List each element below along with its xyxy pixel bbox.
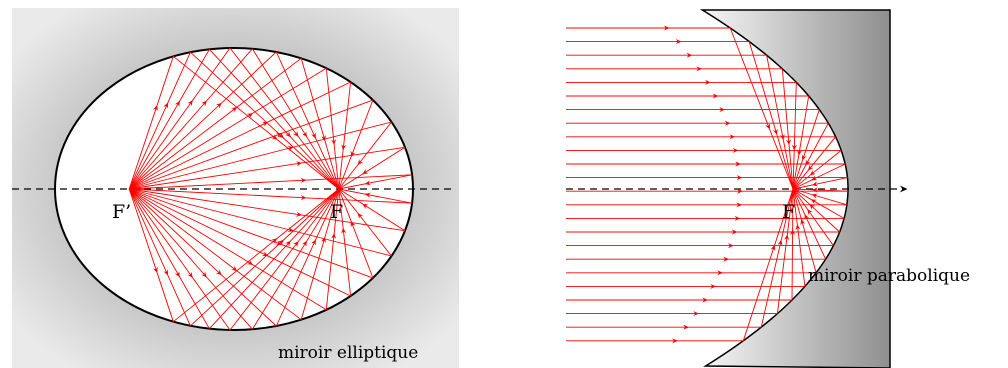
elliptic-reflected-ray [338, 174, 413, 190]
parabolic-reflected-ray [792, 177, 848, 190]
elliptic-reflected-ray [173, 55, 340, 190]
parabolic-mirror-panel: F miroir parabolique [566, 9, 970, 368]
elliptic-reflected-ray [190, 51, 340, 190]
parabolic-reflected-ray [792, 188, 806, 287]
elliptic-reflected-ray [190, 188, 340, 327]
elliptic-incident-ray [129, 188, 392, 257]
elliptic-incident-ray [128, 188, 191, 326]
parabolic-reflected-ray [729, 27, 794, 190]
elliptic-incident-ray [128, 188, 327, 311]
elliptic-incident-ray [129, 188, 406, 232]
elliptic-incident-ray [129, 174, 413, 190]
elliptic-incident-ray [128, 47, 231, 190]
elliptic-incident-ray [128, 57, 302, 190]
elliptic-reflected-ray [325, 188, 340, 310]
parabolic-rays [566, 25, 849, 344]
elliptic-incident-ray [128, 188, 277, 327]
elliptic-reflected-ray [209, 48, 340, 190]
elliptic-incident-ray [128, 188, 174, 322]
elliptic-reflected-ray [275, 188, 340, 327]
elliptic-reflected-ray [229, 188, 340, 331]
elliptic-rays [128, 47, 413, 331]
elliptic-reflected-ray [338, 188, 374, 279]
parabolic-reflected-ray [791, 82, 797, 190]
parabolic-reflected-ray [792, 188, 845, 219]
parabolic-reflected-ray [792, 150, 842, 190]
elliptic-reflected-ray [173, 188, 340, 323]
elliptic-incident-ray [129, 146, 406, 190]
parabolic-reflected-ray [792, 188, 840, 233]
elliptic-reflected-ray [229, 47, 340, 190]
parabolic-reflected-ray [792, 188, 827, 260]
elliptic-reflected-ray [300, 188, 340, 320]
parabolic-reflected-ray [790, 188, 796, 301]
elliptic-incident-ray [128, 49, 210, 190]
parabolic-reflected-ray [766, 55, 794, 190]
elliptic-incident-ray [129, 121, 392, 190]
elliptic-focus-near-label: F [330, 201, 343, 223]
parabolic-reflected-ray [760, 188, 794, 328]
elliptic-mirror-panel: F’ F miroir elliptique [12, 8, 459, 368]
elliptic-incident-ray [129, 81, 351, 190]
elliptic-incident-ray [128, 188, 231, 331]
elliptic-incident-ray [128, 51, 277, 190]
parabolic-reflected-ray [742, 188, 794, 341]
elliptic-reflected-ray [338, 188, 406, 232]
parabolic-mirror-caption: miroir parabolique [808, 266, 970, 286]
parabolic-reflected-ray [792, 188, 848, 206]
parabolic-reflected-ray [792, 187, 849, 193]
elliptic-incident-ray [129, 99, 374, 190]
elliptic-incident-ray [128, 188, 302, 321]
elliptic-reflected-ray [275, 51, 340, 190]
parabolic-reflected-ray [781, 68, 794, 190]
parabolic-reflected-ray [792, 136, 836, 190]
parabolic-mirror-body [699, 9, 891, 368]
elliptic-incident-ray [128, 56, 174, 190]
elliptic-reflected-ray [338, 81, 352, 190]
elliptic-focus-far-label: F’ [112, 201, 131, 223]
elliptic-reflected-ray [338, 188, 413, 204]
elliptic-reflected-ray [252, 188, 340, 330]
elliptic-incident-ray [128, 67, 327, 190]
parabolic-reflected-ray [748, 41, 794, 190]
elliptic-reflected-ray [338, 188, 392, 257]
elliptic-incident-ray [129, 188, 413, 204]
elliptic-reflected-ray [252, 48, 340, 190]
elliptic-incident-ray [128, 52, 191, 190]
parabolic-reflected-ray [776, 188, 794, 314]
elliptic-reflected-ray [209, 188, 340, 330]
elliptic-reflected-ray [325, 68, 340, 190]
elliptic-incident-ray [128, 188, 253, 330]
parabolic-reflected-ray [792, 188, 817, 273]
elliptic-reflected-ray [338, 188, 352, 297]
parabolic-reflected-ray [792, 109, 820, 190]
parabolic-reflected-ray [792, 188, 834, 246]
elliptic-reflected-ray [338, 121, 392, 190]
elliptic-reflected-ray [338, 146, 406, 190]
elliptic-incident-ray [128, 48, 253, 190]
parabolic-focus-label: F [782, 201, 795, 223]
parabolic-reflected-ray [792, 163, 846, 190]
elliptic-incident-ray [128, 188, 210, 329]
elliptic-mirror-caption: miroir elliptique [278, 343, 418, 363]
